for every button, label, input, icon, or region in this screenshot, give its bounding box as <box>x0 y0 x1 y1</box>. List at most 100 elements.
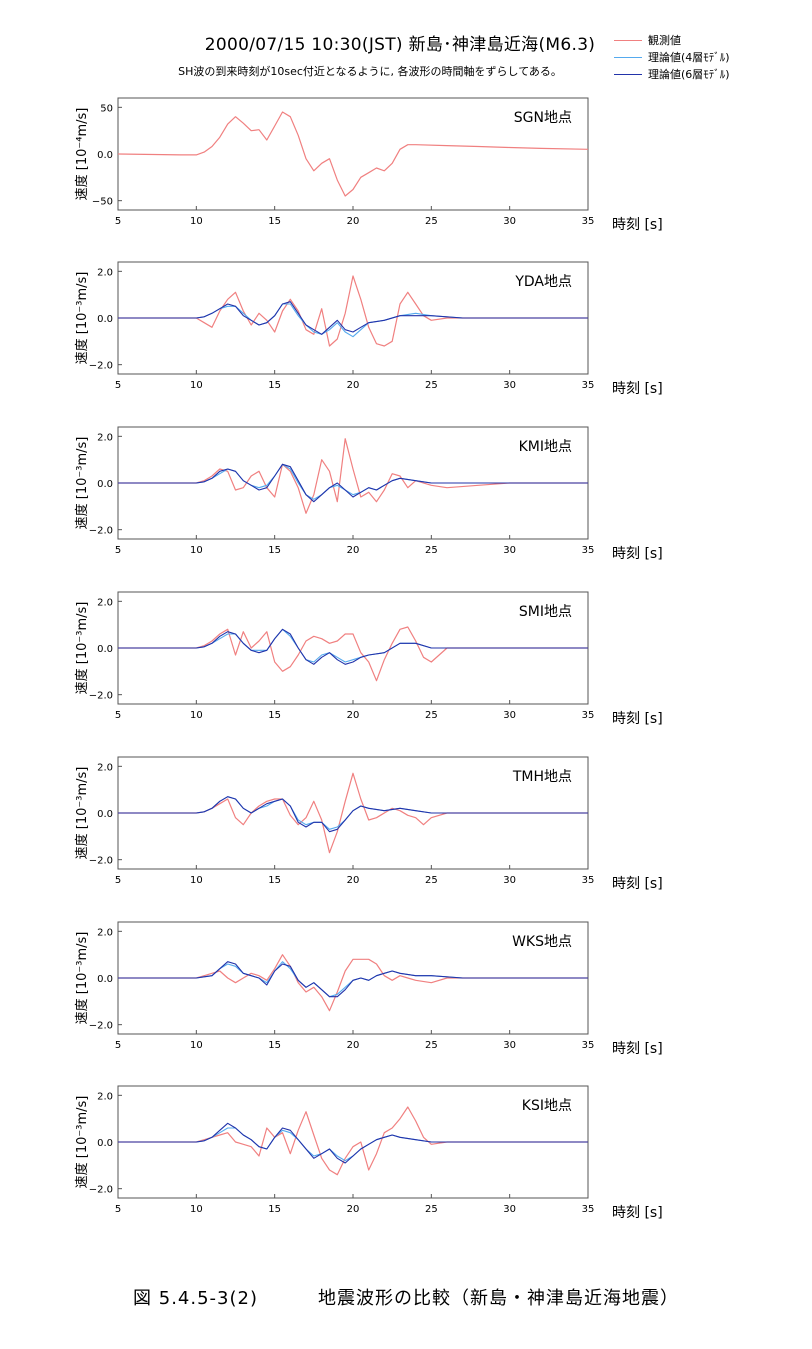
x-axis-label-wks: 時刻 [s] <box>612 1041 663 1057</box>
x-tick-label-smi-5: 5 <box>115 710 121 721</box>
y-tick-label-yda-1: 0.0 <box>97 314 113 325</box>
chart-wks: 5 10 15 20 25 30 35 −2.0 0.0 2.0 速度 [10⁻³m/s] 時刻 [s… <box>74 921 663 1057</box>
x-tick-label-smi-30: 30 <box>503 710 516 721</box>
series-line-wks-2 <box>118 961 588 998</box>
y-tick-label-sgn-0: −50 <box>92 197 113 208</box>
station-label-yda: YDA地点 <box>514 274 572 290</box>
station-label-kmi: KMI地点 <box>519 439 572 455</box>
chart-sgn: 5 10 15 20 25 30 35 −50 0.0 50 速度 [10⁻⁴m/s] 時刻 [s] S… <box>74 97 663 233</box>
y-axis-label-sgn: 速度 [10⁻⁴m/s] <box>74 108 90 201</box>
x-tick-label-kmi-25: 25 <box>425 545 438 556</box>
figure-caption-text: 地震波形の比較（新島・神津島近海地震） <box>317 1288 679 1309</box>
x-tick-label-wks-5: 5 <box>115 1040 121 1051</box>
chart-ksi: 5 10 15 20 25 30 35 −2.0 0.0 2.0 速度 [10⁻³m/s] 時刻 [s… <box>74 1085 663 1221</box>
y-tick-label-tmh-0: −2.0 <box>89 856 113 867</box>
x-tick-label-wks-15: 15 <box>268 1040 281 1051</box>
x-tick-label-yda-30: 30 <box>503 380 516 391</box>
x-tick-label-sgn-15: 15 <box>268 216 281 227</box>
x-tick-label-ksi-5: 5 <box>115 1204 121 1215</box>
y-axis-label-wks: 速度 [10⁻³m/s] <box>74 932 90 1025</box>
y-axis-label-yda: 速度 [10⁻³m/s] <box>74 272 90 365</box>
y-tick-label-ksi-1: 0.0 <box>97 1138 113 1149</box>
series-line-kmi-2 <box>118 463 588 503</box>
y-tick-label-kmi-1: 0.0 <box>97 479 113 490</box>
station-label-ksi: KSI地点 <box>522 1098 572 1114</box>
x-tick-label-tmh-35: 35 <box>582 875 595 886</box>
y-tick-label-ksi-0: −2.0 <box>89 1185 113 1196</box>
chart-tmh: 5 10 15 20 25 30 35 −2.0 0.0 2.0 速度 [10⁻³m/s] 時刻 [s… <box>74 756 663 892</box>
legend-label-observed: 観測値 <box>648 34 681 47</box>
y-tick-label-smi-2: 2.0 <box>97 597 113 608</box>
y-axis-label-tmh: 速度 [10⁻³m/s] <box>74 767 90 860</box>
legend-item-model4: 理論値(4層ﾓﾃﾞﾙ) <box>612 49 730 66</box>
series-line-smi-2 <box>118 628 588 665</box>
x-tick-label-yda-15: 15 <box>268 380 281 391</box>
legend: 観測値 理論値(4層ﾓﾃﾞﾙ) 理論値(6層ﾓﾃﾞﾙ) <box>612 32 730 83</box>
y-axis-label-smi: 速度 [10⁻³m/s] <box>74 602 90 695</box>
legend-item-model6: 理論値(6層ﾓﾃﾞﾙ) <box>612 66 730 83</box>
x-tick-label-ksi-25: 25 <box>425 1204 438 1215</box>
y-tick-label-kmi-2: 2.0 <box>97 432 113 443</box>
y-tick-label-smi-0: −2.0 <box>89 691 113 702</box>
x-tick-label-yda-25: 25 <box>425 380 438 391</box>
figure-number: 図 5.4.5-3(2) <box>133 1288 258 1309</box>
x-tick-label-kmi-20: 20 <box>347 545 360 556</box>
series-line-yda-2 <box>118 301 588 335</box>
y-tick-label-tmh-1: 0.0 <box>97 809 113 820</box>
x-tick-label-smi-10: 10 <box>190 710 203 721</box>
x-tick-label-kmi-30: 30 <box>503 545 516 556</box>
x-tick-label-yda-5: 5 <box>115 380 121 391</box>
x-tick-label-smi-25: 25 <box>425 710 438 721</box>
figure-subtitle: SH波の到来時刻が10sec付近となるように, 各波形の時間軸をずらしてある。 <box>178 65 562 78</box>
x-tick-label-tmh-30: 30 <box>503 875 516 886</box>
y-tick-label-yda-0: −2.0 <box>89 361 113 372</box>
station-label-wks: WKS地点 <box>512 934 572 950</box>
x-tick-label-ksi-20: 20 <box>347 1204 360 1215</box>
y-tick-label-smi-1: 0.0 <box>97 644 113 655</box>
x-tick-label-kmi-10: 10 <box>190 545 203 556</box>
legend-item-observed: 観測値 <box>612 32 730 49</box>
x-tick-label-yda-35: 35 <box>582 380 595 391</box>
x-tick-label-wks-10: 10 <box>190 1040 203 1051</box>
y-tick-label-kmi-0: −2.0 <box>89 526 113 537</box>
y-axis-label-ksi: 速度 [10⁻³m/s] <box>74 1096 90 1189</box>
series-line-yda-0 <box>118 275 588 347</box>
series-line-wks-0 <box>118 954 588 1012</box>
x-axis-label-smi: 時刻 [s] <box>612 711 663 727</box>
y-tick-label-sgn-1: 0.0 <box>97 150 113 161</box>
x-tick-label-wks-30: 30 <box>503 1040 516 1051</box>
legend-swatch-model6 <box>614 74 642 75</box>
x-tick-label-sgn-35: 35 <box>582 216 595 227</box>
figure-title: 2000/07/15 10:30(JST) 新島･神津島近海(M6.3) <box>204 35 596 55</box>
x-tick-label-sgn-20: 20 <box>347 216 360 227</box>
x-tick-label-ksi-35: 35 <box>582 1204 595 1215</box>
x-axis-label-ksi: 時刻 [s] <box>612 1205 663 1221</box>
y-tick-label-wks-2: 2.0 <box>97 927 113 938</box>
x-tick-label-smi-20: 20 <box>347 710 360 721</box>
figure-caption: 図 5.4.5-3(2) 地震波形の比較（新島・神津島近海地震） <box>0 1284 812 1310</box>
x-axis-label-kmi: 時刻 [s] <box>612 546 663 562</box>
x-tick-label-ksi-15: 15 <box>268 1204 281 1215</box>
x-tick-label-tmh-15: 15 <box>268 875 281 886</box>
x-axis-label-yda: 時刻 [s] <box>612 381 663 397</box>
x-tick-label-wks-20: 20 <box>347 1040 360 1051</box>
chart-yda: 5 10 15 20 25 30 35 −2.0 0.0 2.0 速度 [10⁻³m/s] 時刻 [s… <box>74 261 663 397</box>
legend-label-model4: 理論値(4層ﾓﾃﾞﾙ) <box>648 51 730 64</box>
series-line-ksi-2 <box>118 1122 588 1164</box>
x-tick-label-tmh-10: 10 <box>190 875 203 886</box>
x-axis-label-tmh: 時刻 [s] <box>612 876 663 892</box>
x-tick-label-yda-10: 10 <box>190 380 203 391</box>
x-tick-label-smi-15: 15 <box>268 710 281 721</box>
y-tick-label-yda-2: 2.0 <box>97 267 113 278</box>
x-tick-label-ksi-10: 10 <box>190 1204 203 1215</box>
series-line-ksi-0 <box>118 1106 588 1176</box>
x-tick-label-sgn-10: 10 <box>190 216 203 227</box>
series-line-sgn-0 <box>117 111 589 197</box>
x-tick-label-sgn-30: 30 <box>503 216 516 227</box>
y-tick-label-tmh-2: 2.0 <box>97 762 113 773</box>
x-tick-label-kmi-5: 5 <box>115 545 121 556</box>
x-tick-label-smi-35: 35 <box>582 710 595 721</box>
y-tick-label-wks-0: −2.0 <box>89 1021 113 1032</box>
legend-label-model6: 理論値(6層ﾓﾃﾞﾙ) <box>648 68 730 81</box>
station-label-tmh: TMH地点 <box>512 769 572 785</box>
